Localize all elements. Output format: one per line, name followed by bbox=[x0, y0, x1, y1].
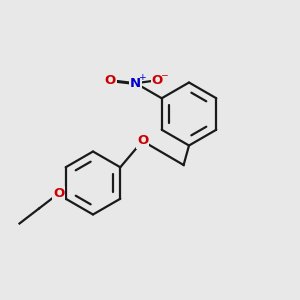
Text: O: O bbox=[105, 74, 116, 87]
Text: +: + bbox=[138, 73, 145, 82]
Text: −: − bbox=[160, 70, 168, 79]
Text: O: O bbox=[53, 187, 64, 200]
Text: O: O bbox=[137, 134, 148, 148]
Text: N: N bbox=[130, 77, 141, 90]
Text: O: O bbox=[152, 74, 163, 87]
